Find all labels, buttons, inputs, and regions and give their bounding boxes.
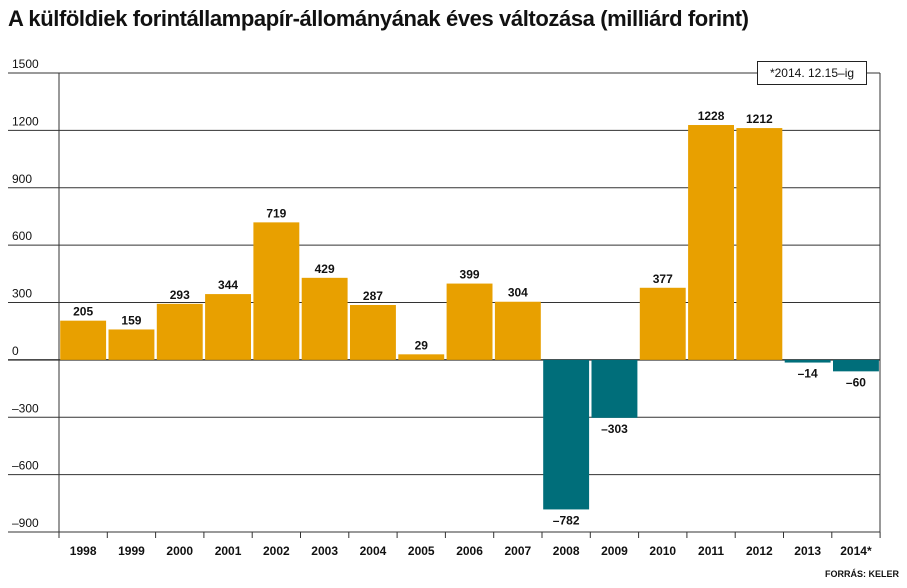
y-tick-label: –300 <box>12 401 39 415</box>
data-label: 205 <box>73 305 93 319</box>
bar-2008 <box>543 359 590 510</box>
x-tick-label: 2007 <box>504 544 531 558</box>
x-tick-label: 2001 <box>215 544 242 558</box>
bar-2010 <box>639 287 686 360</box>
bar-2006 <box>446 283 493 360</box>
x-tick-label: 2003 <box>311 544 338 558</box>
x-tick-label: 2005 <box>408 544 435 558</box>
bar-2007 <box>494 301 541 360</box>
chart-title: A külföldiek forintállampapír-állományán… <box>8 6 749 31</box>
y-tick-label: 900 <box>12 172 32 186</box>
bar-2001 <box>205 294 251 360</box>
x-tick-label: 2006 <box>456 544 483 558</box>
bar-2009 <box>591 359 638 418</box>
x-tick-label: 2014* <box>840 544 872 558</box>
bar-2000 <box>156 303 203 360</box>
bar-2013 <box>784 359 831 363</box>
y-tick-label: 1200 <box>12 114 39 128</box>
bar-2004 <box>350 304 396 360</box>
data-labels: 205 159 293 344 719 429 287 29 399 304 –782 –303 377… <box>73 109 866 527</box>
data-label: 1212 <box>746 112 773 126</box>
bar-2005 <box>398 354 445 360</box>
y-tick-label: –900 <box>12 516 39 530</box>
y-tick-label: –600 <box>12 459 39 473</box>
x-tick-label: 2012 <box>746 544 773 558</box>
x-tick-label: 2009 <box>601 544 628 558</box>
data-label: 287 <box>363 289 383 303</box>
source-label: FORRÁS: KELER <box>825 569 899 579</box>
x-tick-label: 2002 <box>263 544 290 558</box>
data-label: 429 <box>315 262 335 276</box>
data-label: 399 <box>460 268 480 282</box>
data-label: 344 <box>218 278 238 292</box>
data-label: 159 <box>121 313 141 327</box>
x-tick-label: 1998 <box>70 544 97 558</box>
data-label: –60 <box>846 375 866 389</box>
x-tick-label: 2008 <box>553 544 580 558</box>
y-tick-label: 300 <box>12 287 32 301</box>
x-tick-label: 2010 <box>649 544 676 558</box>
bar-2011 <box>688 125 734 360</box>
bar-1998 <box>60 320 107 360</box>
x-tick-label: 1999 <box>118 544 145 558</box>
data-label: 29 <box>415 338 429 352</box>
y-tick-label: 0 <box>12 344 19 358</box>
data-label: 293 <box>170 288 190 302</box>
x-tick-label: 2004 <box>360 544 387 558</box>
data-label: 377 <box>653 272 673 286</box>
bar-2003 <box>301 277 348 360</box>
bar-2012 <box>736 128 783 360</box>
data-label: –303 <box>601 422 628 436</box>
y-tick-label: 600 <box>12 229 32 243</box>
bar-2014 <box>833 359 879 372</box>
data-label: –782 <box>553 513 580 527</box>
y-tick-label: 1500 <box>12 57 39 71</box>
data-label: –14 <box>798 367 818 381</box>
x-tick-label: 2011 <box>698 544 724 558</box>
data-label: 719 <box>266 206 286 220</box>
x-tick-label: 2013 <box>794 544 821 558</box>
bars <box>60 125 879 510</box>
x-tick-label: 2000 <box>166 544 193 558</box>
bar-2002 <box>253 222 300 360</box>
bar-1999 <box>108 329 155 360</box>
data-label: 304 <box>508 286 528 300</box>
data-label: 1228 <box>698 109 725 123</box>
axes: 1500 1200 900 600 300 0 –300 –600 –900 1998 1999 20… <box>12 57 881 558</box>
footnote-box: *2014. 12.15–ig <box>757 61 867 85</box>
